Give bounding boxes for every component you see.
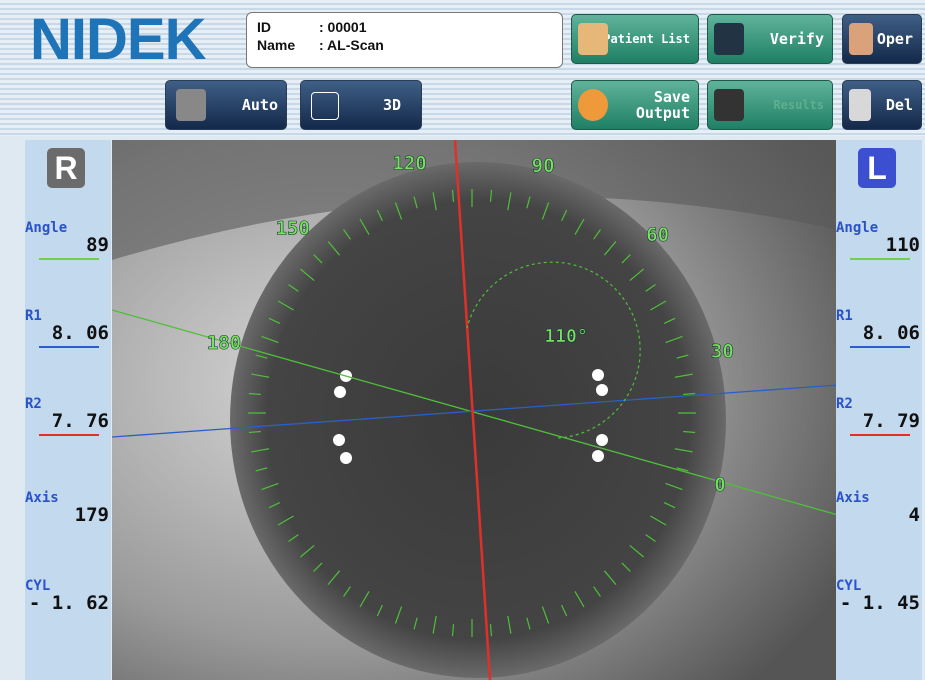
eye-indicator: L [858,148,896,188]
r1-value: 8. 06 [863,322,920,344]
dial-label: 150 [276,217,310,239]
dial-label: 30 [711,341,734,363]
angle-label: Angle [836,220,878,236]
eye-image: 110° 0 30 60 90 120 150 180 [0,0,925,680]
r2-underline [850,434,910,436]
dial-label: 120 [392,153,426,175]
r2-value: 7. 76 [52,410,109,432]
angle-value: 110 [886,234,920,256]
r1-underline [850,346,910,348]
dial-label: 60 [646,224,669,246]
r1-underline [39,346,99,348]
r1-label: R1 [25,308,42,324]
angle-underline [39,258,99,260]
r1-label: R1 [836,308,853,324]
angle-label: Angle [25,220,67,236]
r2-value: 7. 79 [863,410,920,432]
axis-value: 179 [75,504,109,526]
r2-label: R2 [836,396,853,412]
eye-indicator: R [47,148,85,188]
axis-label: Axis [836,490,870,506]
dial-label: 0 [714,474,725,496]
dial-label: 90 [532,155,555,177]
r1-value: 8. 06 [52,322,109,344]
angle-value: 89 [86,234,109,256]
angle-marker: 110° [544,326,587,347]
axis-label: Axis [25,490,59,506]
axis-value: 4 [909,504,920,526]
cyl-value: - 1. 45 [840,592,920,614]
r2-label: R2 [25,396,42,412]
dial-label: 180 [207,332,241,354]
cyl-value: - 1. 62 [29,592,109,614]
r2-underline [39,434,99,436]
angle-underline [850,258,910,260]
screen: {"header":{"logo":"NIDEK","id_label":"ID… [0,0,925,680]
